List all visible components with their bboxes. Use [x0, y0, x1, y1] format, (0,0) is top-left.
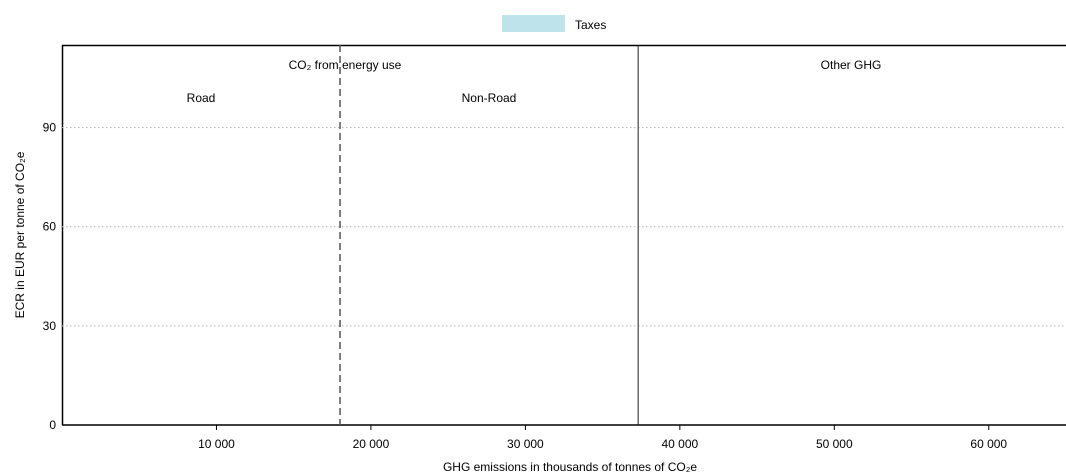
x-tick-label-60000: 60 000	[970, 437, 1007, 451]
legend-label-taxes: Taxes	[575, 18, 606, 32]
legend-swatch-taxes	[502, 15, 565, 32]
x-tick-label-20000: 20 000	[353, 437, 390, 451]
annotation-other-ghg: Other GHG	[821, 58, 882, 72]
plot-area	[61, 44, 1066, 426]
y-tick-label-30: 30	[43, 319, 57, 333]
y-axis-title: ECR in EUR per tonne of CO₂e	[13, 151, 27, 318]
x-tick-label-50000: 50 000	[816, 437, 853, 451]
y-tick-label-60: 60	[43, 220, 57, 234]
y-tick-label-90: 90	[43, 121, 57, 135]
x-tick-label-10000: 10 000	[198, 437, 235, 451]
x-axis-title: GHG emissions in thousands of tonnes of …	[443, 460, 697, 474]
annotation-road: Road	[187, 91, 216, 105]
y-tick-label-0: 0	[49, 418, 56, 432]
annotation-non-road: Non-Road	[462, 91, 517, 105]
y-tick-layer: 0 30 60 90	[43, 121, 57, 432]
grid-layer	[62, 127, 1066, 327]
divider-layer	[339, 45, 639, 425]
annotation-co2-energy: CO₂ from energy use	[289, 58, 402, 72]
x-tick-label-40000: 40 000	[661, 437, 698, 451]
x-tick-layer: 10 000 20 000 30 000 40 000 50 000 60 000	[198, 425, 1007, 451]
x-tick-label-30000: 30 000	[507, 437, 544, 451]
legend: Taxes	[502, 15, 606, 32]
